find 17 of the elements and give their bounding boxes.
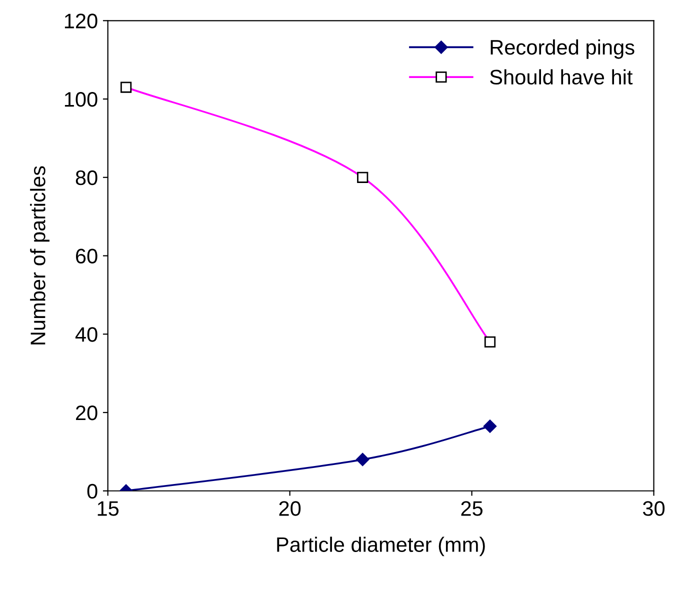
y-tick-label: 60 xyxy=(76,248,98,264)
y-tick-label: 40 xyxy=(75,327,98,342)
y-tick-label: 0 xyxy=(87,484,98,499)
x-tick-label: 15 xyxy=(98,501,119,516)
y-tick-label: 20 xyxy=(76,406,98,420)
legend-label: Recorded pings xyxy=(490,39,634,59)
y-tick-label: 80 xyxy=(76,170,98,186)
legend-label: Should have hit xyxy=(490,69,633,85)
point xyxy=(483,420,497,433)
y-axis-title: Number of particles xyxy=(30,166,50,344)
x-tick-label: 25 xyxy=(461,501,483,516)
point xyxy=(356,452,370,466)
x-axis-title: Particle diameter (mm) xyxy=(277,536,485,556)
x-tick-label: 20 xyxy=(279,501,301,516)
y-tick-label: 100 xyxy=(64,92,98,107)
y-tick-label: 120 xyxy=(64,14,98,28)
x-tick-label: 30 xyxy=(642,501,665,516)
